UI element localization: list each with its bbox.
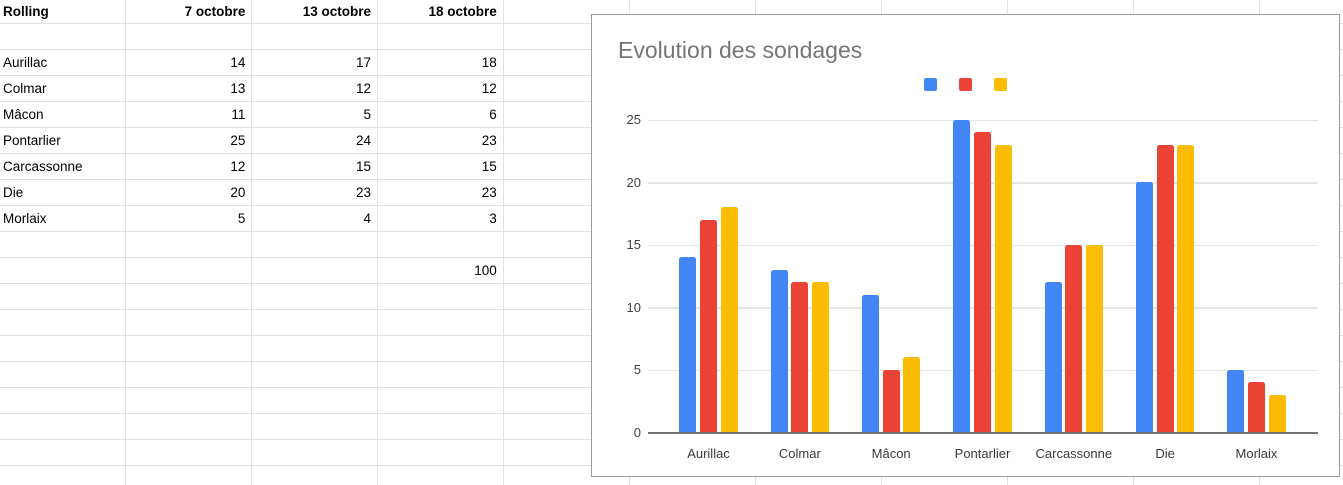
sheet-cell[interactable]: Carcassonne	[3, 158, 83, 174]
bar-7-octobre-Pontarlier[interactable]	[953, 119, 971, 432]
bar-18-octobre-Die[interactable]	[1177, 144, 1195, 432]
bar-13-octobre-Morlaix[interactable]	[1247, 382, 1265, 432]
sheet-cell[interactable]: 6	[489, 106, 497, 122]
chart-panel[interactable]: Evolution des sondages 0 5 10 15 20 25 Aurilla…	[591, 14, 1340, 477]
sheet-cell[interactable]	[251, 257, 377, 283]
y-axis-tick-label: 20	[626, 174, 641, 190]
sheet-data-row: Carcassonne 12 15 15	[0, 153, 503, 179]
sheet-cell[interactable]: 23	[356, 184, 372, 200]
sheet-cell[interactable]: Morlaix	[3, 210, 47, 226]
sheet-cell[interactable]: 13	[230, 80, 246, 96]
sheet-cell[interactable]: 14	[230, 54, 246, 70]
sheet-cell[interactable]: 15	[481, 158, 497, 174]
sheet-cell[interactable]: 3	[489, 210, 497, 226]
x-axis-label: Mâcon	[871, 446, 911, 461]
bar-7-octobre-Mâcon[interactable]	[861, 294, 879, 432]
x-axis-label: Colmar	[778, 446, 821, 461]
sheet-cell[interactable]: 4	[363, 210, 372, 226]
sheet-data-row: Mâcon 11 5 6	[0, 101, 503, 127]
sheet-header-row: Rolling 7 octobre 13 octobre 18 octobre	[0, 0, 503, 23]
sheet-cell[interactable]: 24	[356, 132, 372, 148]
sheet-data-row: Pontarlier 25 24 23	[0, 127, 503, 153]
y-axis-tick-label: 25	[626, 112, 641, 127]
bar-13-octobre-Colmar[interactable]	[791, 282, 809, 432]
sheet-data-row: 100	[0, 257, 503, 283]
y-axis-tick-label: 0	[633, 424, 641, 440]
sheet-data-row: Aurillac 14 17 18	[0, 49, 503, 75]
legend-swatch-13-octobre[interactable]	[959, 78, 972, 91]
sheet-cell[interactable]: 18	[481, 54, 497, 70]
sheet-cell[interactable]: Aurillac	[3, 54, 48, 70]
sheet-data-row: Die 20 23 23	[0, 179, 503, 205]
x-axis-label: Die	[1155, 446, 1175, 461]
chart-gridline	[648, 119, 1318, 121]
x-axis-label: Morlaix	[1235, 446, 1278, 461]
bar-7-octobre-Die[interactable]	[1135, 182, 1153, 432]
y-axis-tick-label: 5	[633, 362, 641, 377]
x-axis-label: Pontarlier	[954, 446, 1011, 461]
sheet-cell[interactable]: 12	[481, 80, 497, 96]
sheet-cell[interactable]: Mâcon	[3, 106, 44, 122]
bar-7-octobre-Carcassonne[interactable]	[1044, 282, 1062, 432]
bar-13-octobre-Aurillac[interactable]	[700, 219, 717, 432]
sheet-cell[interactable]: 11	[231, 106, 246, 122]
bar-18-octobre-Mâcon[interactable]	[903, 357, 921, 432]
x-axis-label: Carcassonne	[1035, 446, 1113, 461]
y-axis-tick-label: 15	[626, 237, 641, 252]
sheet-data-row: Colmar 13 12 12	[0, 75, 503, 101]
sheet-cell[interactable]: 23	[481, 132, 497, 148]
chart-plot-area: 0 5 10 15 20 25 Aurillac Colmar Mâcon Pontarlier C…	[592, 15, 1339, 476]
chart-legend	[592, 78, 1339, 91]
bar-18-octobre-Carcassonne[interactable]	[1086, 244, 1104, 432]
bar-18-octobre-Morlaix[interactable]	[1268, 394, 1286, 432]
sheet-cell[interactable]: 100	[474, 262, 497, 278]
y-axis-tick-label: 10	[626, 299, 641, 315]
sheet-cell[interactable]: 13 octobre	[302, 4, 372, 19]
x-axis-line	[648, 432, 1318, 434]
sheet-cell[interactable]: 25	[230, 132, 246, 148]
sheet-cell[interactable]: Pontarlier	[3, 132, 61, 148]
sheet-data-row: Morlaix 5 4 3	[0, 205, 503, 231]
sheet-cell[interactable]: Rolling	[3, 4, 49, 19]
sheet-cell[interactable]: 7 octobre	[184, 4, 246, 19]
sheet-cell[interactable]: 12	[356, 80, 372, 96]
bar-18-octobre-Colmar[interactable]	[812, 282, 830, 432]
bar-13-octobre-Carcassonne[interactable]	[1065, 244, 1083, 432]
bar-18-octobre-Pontarlier[interactable]	[994, 144, 1012, 432]
sheet-cell[interactable]	[0, 257, 126, 283]
sheet-cell[interactable]: 12	[230, 158, 246, 174]
bar-13-octobre-Die[interactable]	[1156, 144, 1174, 432]
sheet-cell[interactable]: Colmar	[3, 80, 47, 96]
bar-7-octobre-Colmar[interactable]	[770, 269, 788, 432]
sheet-cell[interactable]: 15	[356, 158, 372, 174]
bar-13-octobre-Pontarlier[interactable]	[973, 132, 991, 432]
legend-swatch-7-octobre[interactable]	[924, 78, 937, 91]
sheet-cell[interactable]: 5	[237, 210, 246, 226]
bar-7-octobre-Morlaix[interactable]	[1227, 369, 1245, 432]
sheet-cell[interactable]: 20	[230, 184, 246, 200]
sheet-cell[interactable]	[126, 257, 252, 283]
chart-title: Evolution des sondages	[618, 37, 863, 63]
sheet-cell[interactable]: 23	[481, 184, 497, 200]
bar-13-octobre-Mâcon[interactable]	[882, 369, 900, 432]
x-axis-label: Aurillac	[687, 446, 730, 461]
legend-swatch-18-octobre[interactable]	[994, 78, 1007, 91]
bar-7-octobre-Aurillac[interactable]	[679, 257, 697, 432]
sheet-cell[interactable]: 18 octobre	[428, 4, 497, 19]
sheet-cell[interactable]: 5	[363, 106, 372, 122]
sheet-cell[interactable]: 17	[356, 54, 372, 70]
bar-18-octobre-Aurillac[interactable]	[720, 207, 738, 432]
sheet-cell[interactable]: Die	[3, 184, 24, 200]
